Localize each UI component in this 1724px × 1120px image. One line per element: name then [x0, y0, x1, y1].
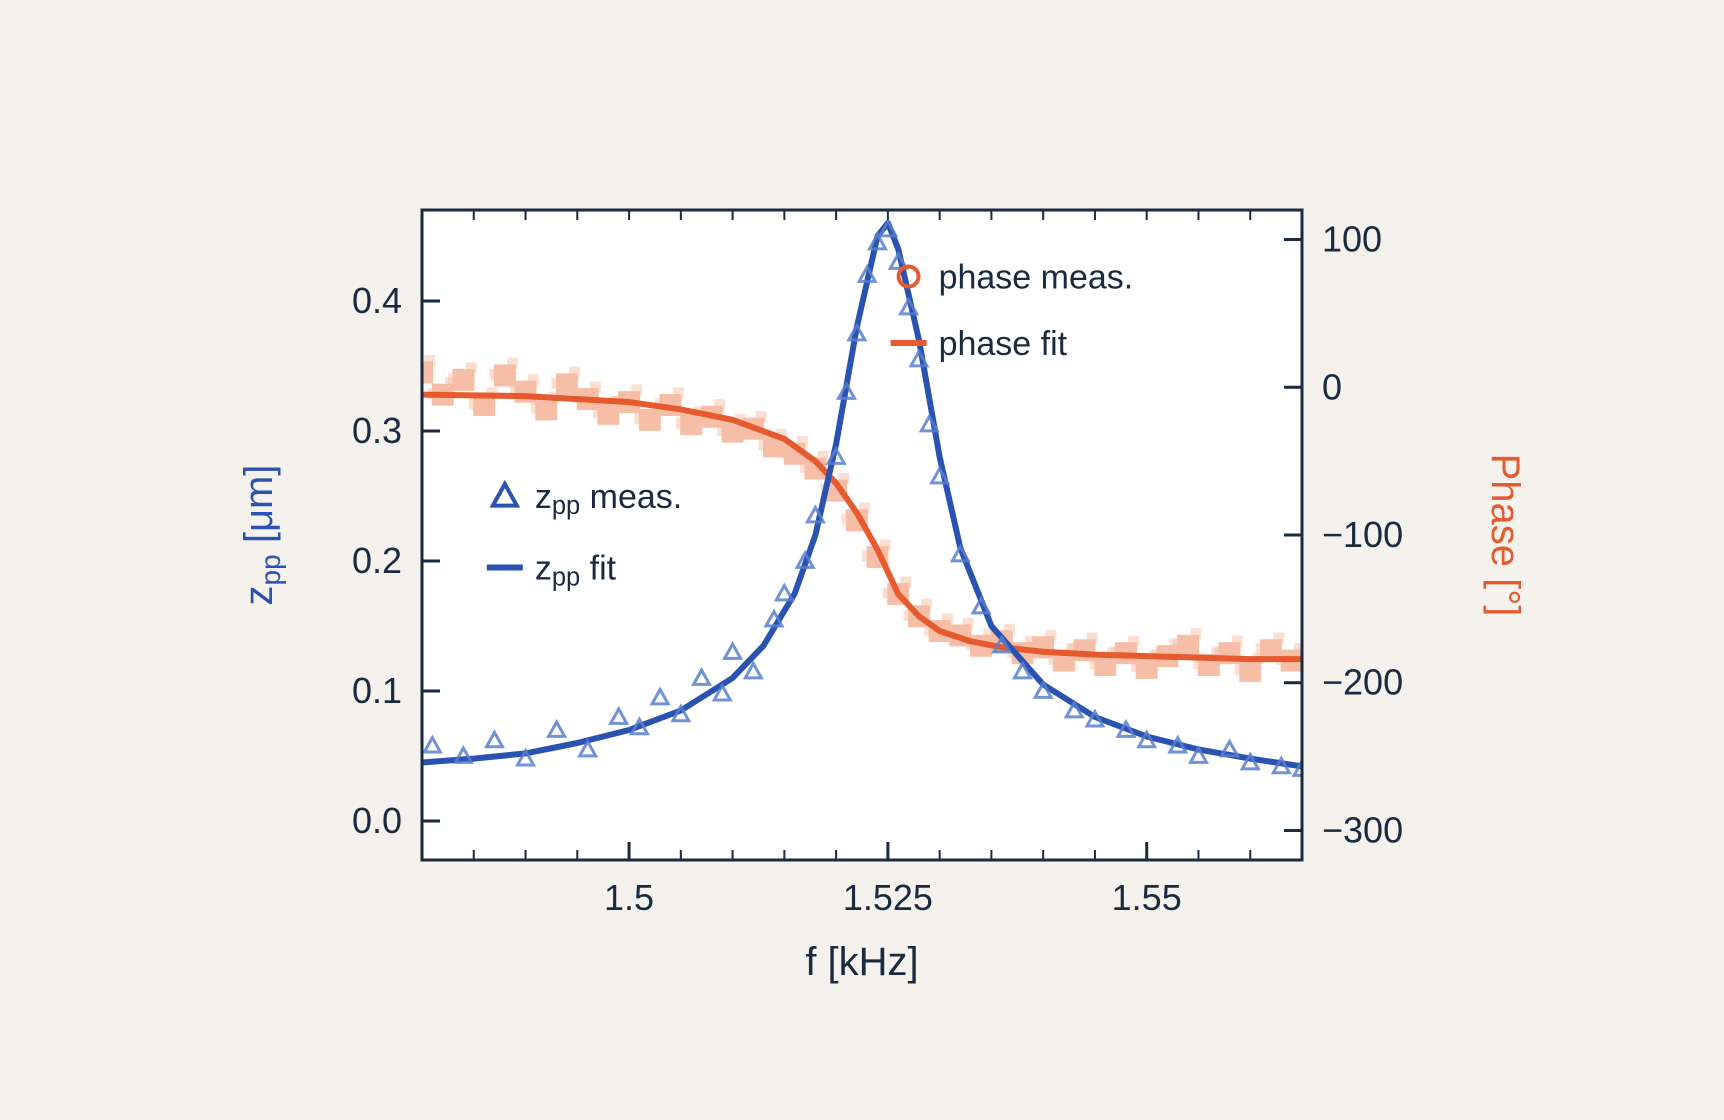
- y-right-tick-label: 100: [1322, 219, 1382, 260]
- y-right-tick-label: −300: [1322, 809, 1403, 850]
- legend-label: phase fit: [939, 325, 1068, 363]
- y-left-tick-label: 0.1: [352, 670, 402, 711]
- y-left-tick-label: 0.3: [352, 410, 402, 451]
- resonance-chart: 1.5 1.525 1.55 f [kHz] 0.0 0.1 0.2 0.3 0.4 zpp [μ…: [162, 110, 1562, 1010]
- y-right-tick-label: −100: [1322, 514, 1403, 555]
- legend-label: phase meas.: [939, 258, 1134, 296]
- y-left-tick-label: 0.2: [352, 540, 402, 581]
- x-axis-label: f [kHz]: [805, 940, 918, 984]
- y-right-tick-label: 0: [1322, 366, 1342, 407]
- y-left-tick-label: 0.4: [352, 280, 402, 321]
- x-tick-label: 1.55: [1112, 877, 1182, 918]
- x-tick-label: 1.5: [604, 877, 654, 918]
- x-tick-label: 1.525: [843, 877, 933, 918]
- y-right-axis-label: Phase [°]: [1483, 454, 1527, 617]
- chart-svg: 1.5 1.525 1.55 f [kHz] 0.0 0.1 0.2 0.3 0.4 zpp [μ…: [162, 110, 1562, 1010]
- y-left-axis-label: zpp [μm]: [237, 465, 286, 606]
- y-right-tick-label: −200: [1322, 662, 1403, 703]
- y-left-tick-label: 0.0: [352, 800, 402, 841]
